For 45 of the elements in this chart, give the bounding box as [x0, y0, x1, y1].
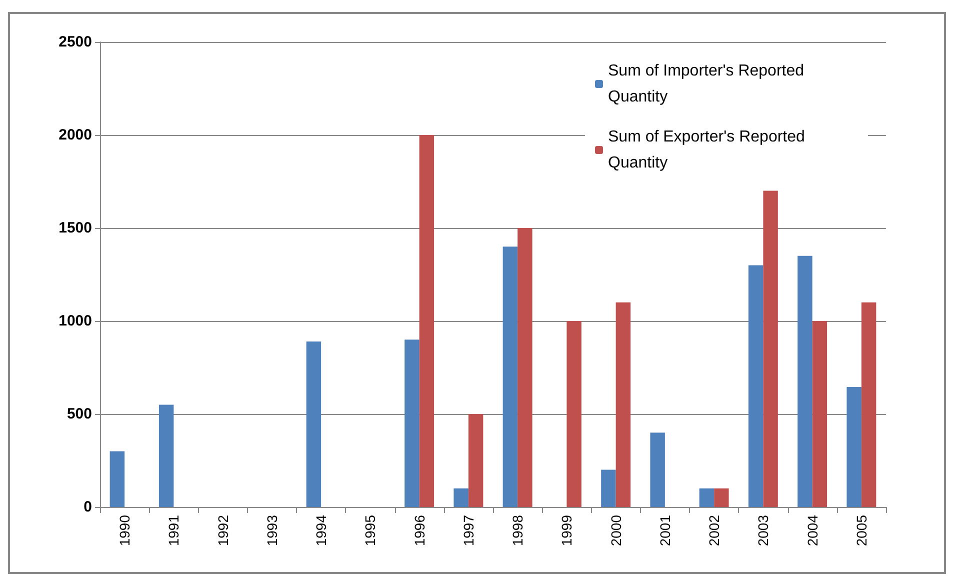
x-tick-label: 1999	[558, 514, 575, 546]
x-tick-label: 1996	[411, 514, 428, 546]
bar	[110, 451, 125, 507]
y-tick-label: 1000	[58, 312, 92, 330]
bar	[616, 302, 631, 507]
x-tick-label: 2005	[853, 514, 870, 546]
x-tick-label: 2002	[706, 514, 722, 546]
bar	[748, 265, 764, 507]
bar	[502, 246, 518, 507]
x-tick-label: 1994	[313, 514, 330, 546]
x-tick-label: 2001	[656, 514, 673, 546]
bar	[601, 470, 616, 507]
bar	[419, 135, 434, 507]
x-tick-label: 2004	[804, 514, 820, 546]
x-tick-label: 1991	[166, 514, 182, 546]
bar	[454, 488, 468, 507]
bar	[650, 432, 665, 507]
y-tick-label: 2000	[58, 126, 92, 144]
bar	[812, 321, 828, 507]
legend-label: Sum of Exporter's Reported Quantity	[608, 128, 810, 172]
y-tick-label: 2500	[58, 34, 92, 50]
bar	[158, 404, 174, 507]
x-tick-label: 1997	[460, 514, 476, 546]
x-tick-label: 1990	[116, 514, 133, 546]
legend-label: Sum of Importer's Reported Quantity	[608, 62, 808, 106]
bar	[846, 387, 862, 507]
y-tick-label: 1500	[58, 220, 92, 236]
bar	[518, 228, 532, 507]
bar	[468, 414, 484, 507]
y-tick-label: 500	[66, 406, 92, 422]
bar	[714, 488, 729, 507]
y-tick-label: 0	[84, 498, 92, 516]
bar	[306, 341, 322, 507]
x-tick-label: 1992	[214, 514, 231, 546]
x-tick-label: 1993	[264, 514, 280, 546]
bar	[763, 190, 778, 507]
x-tick-label: 2003	[755, 514, 772, 546]
bar	[566, 321, 582, 507]
x-tick-label: 1995	[362, 514, 378, 546]
bar	[798, 256, 812, 507]
bar	[861, 302, 876, 507]
bar	[404, 340, 420, 507]
bar	[699, 488, 714, 507]
x-tick-label: 1998	[510, 514, 526, 546]
x-tick-label: 2000	[608, 514, 624, 546]
